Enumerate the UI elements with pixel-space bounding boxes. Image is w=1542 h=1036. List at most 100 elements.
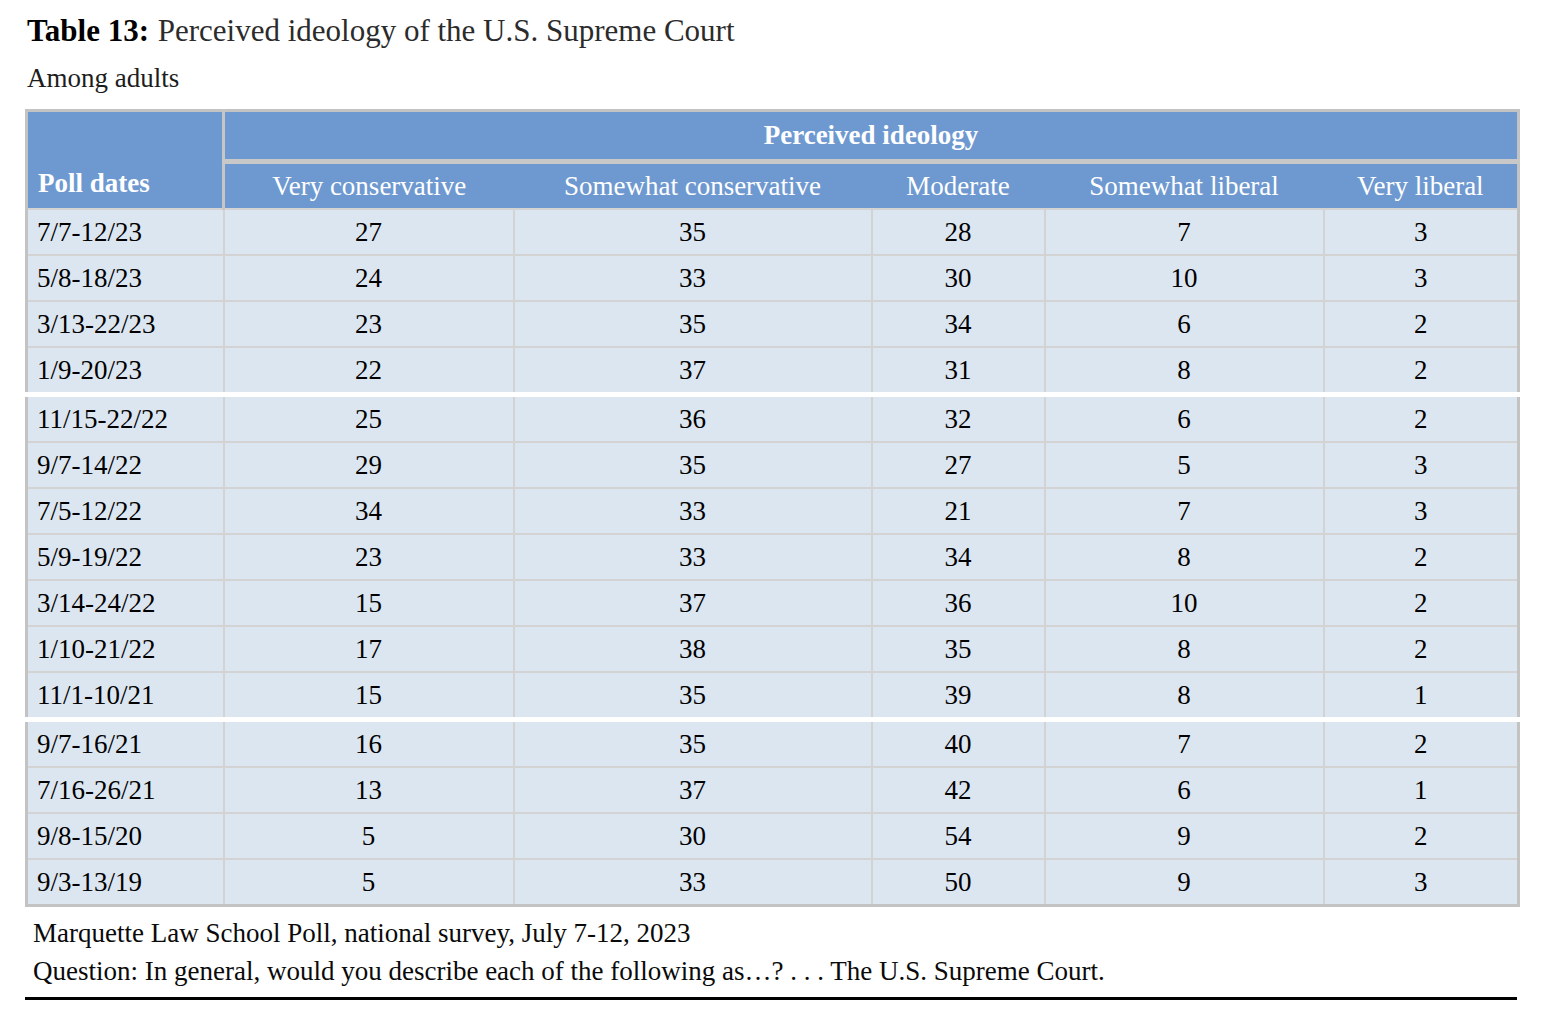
value-cell: 17 (224, 626, 514, 672)
value-cell: 39 (872, 672, 1045, 720)
poll-date-cell: 1/9-20/23 (27, 347, 224, 395)
value-cell: 6 (1045, 395, 1324, 443)
table-subtitle: Among adults (27, 62, 1517, 94)
value-cell: 10 (1045, 580, 1324, 626)
value-cell: 5 (224, 813, 514, 859)
poll-results-table: Poll dates Perceived ideology Very conse… (25, 109, 1520, 907)
group-header-row: Poll dates Perceived ideology (27, 111, 1519, 162)
value-cell: 3 (1324, 255, 1519, 301)
value-cell: 2 (1324, 813, 1519, 859)
value-cell: 42 (872, 767, 1045, 813)
column-header-very-conservative: Very conservative (224, 162, 514, 210)
value-cell: 1 (1324, 767, 1519, 813)
table-row: 7/7-12/2327352873 (27, 209, 1519, 255)
poll-date-cell: 5/9-19/22 (27, 534, 224, 580)
table-title-text: Perceived ideology of the U.S. Supreme C… (158, 13, 735, 48)
value-cell: 2 (1324, 301, 1519, 347)
value-cell: 36 (514, 395, 872, 443)
poll-dates-header: Poll dates (27, 111, 224, 210)
value-cell: 37 (514, 347, 872, 395)
value-cell: 35 (872, 626, 1045, 672)
value-cell: 2 (1324, 580, 1519, 626)
value-cell: 34 (872, 534, 1045, 580)
value-cell: 1 (1324, 672, 1519, 720)
value-cell: 23 (224, 301, 514, 347)
table-row: 1/9-20/2322373182 (27, 347, 1519, 395)
column-header-very-liberal: Very liberal (1324, 162, 1519, 210)
poll-date-cell: 3/13-22/23 (27, 301, 224, 347)
value-cell: 35 (514, 209, 872, 255)
poll-date-cell: 5/8-18/23 (27, 255, 224, 301)
value-cell: 31 (872, 347, 1045, 395)
column-header-somewhat-conservative: Somewhat conservative (514, 162, 872, 210)
value-cell: 2 (1324, 534, 1519, 580)
value-cell: 21 (872, 488, 1045, 534)
value-cell: 2 (1324, 626, 1519, 672)
value-cell: 6 (1045, 301, 1324, 347)
value-cell: 2 (1324, 395, 1519, 443)
poll-date-cell: 11/15-22/22 (27, 395, 224, 443)
column-header-row: Very conservative Somewhat conservative … (27, 162, 1519, 210)
page-title: Table 13:Perceived ideology of the U.S. … (27, 12, 1517, 50)
value-cell: 9 (1045, 813, 1324, 859)
poll-date-cell: 3/14-24/22 (27, 580, 224, 626)
value-cell: 22 (224, 347, 514, 395)
poll-date-cell: 7/16-26/21 (27, 767, 224, 813)
value-cell: 54 (872, 813, 1045, 859)
value-cell: 3 (1324, 209, 1519, 255)
value-cell: 3 (1324, 488, 1519, 534)
value-cell: 2 (1324, 347, 1519, 395)
value-cell: 6 (1045, 767, 1324, 813)
poll-date-cell: 9/7-16/21 (27, 720, 224, 768)
table-row: 11/15-22/2225363262 (27, 395, 1519, 443)
source-note: Marquette Law School Poll, national surv… (33, 914, 1517, 952)
value-cell: 35 (514, 442, 872, 488)
value-cell: 37 (514, 767, 872, 813)
value-cell: 10 (1045, 255, 1324, 301)
value-cell: 32 (872, 395, 1045, 443)
poll-date-cell: 9/7-14/22 (27, 442, 224, 488)
table-row: 9/7-14/2229352753 (27, 442, 1519, 488)
column-header-somewhat-liberal: Somewhat liberal (1045, 162, 1324, 210)
value-cell: 40 (872, 720, 1045, 768)
value-cell: 27 (872, 442, 1045, 488)
value-cell: 27 (224, 209, 514, 255)
value-cell: 5 (1045, 442, 1324, 488)
value-cell: 8 (1045, 672, 1324, 720)
value-cell: 3 (1324, 442, 1519, 488)
value-cell: 34 (224, 488, 514, 534)
value-cell: 5 (224, 859, 514, 906)
perceived-ideology-header: Perceived ideology (224, 111, 1519, 162)
table-body: 7/7-12/23273528735/8-18/232433301033/13-… (27, 209, 1519, 906)
table-row: 3/13-22/2323353462 (27, 301, 1519, 347)
value-cell: 37 (514, 580, 872, 626)
value-cell: 30 (514, 813, 872, 859)
value-cell: 16 (224, 720, 514, 768)
value-cell: 7 (1045, 488, 1324, 534)
value-cell: 28 (872, 209, 1045, 255)
table-row: 9/3-13/195335093 (27, 859, 1519, 906)
table-row: 7/16-26/2113374261 (27, 767, 1519, 813)
table-row: 9/7-16/2116354072 (27, 720, 1519, 768)
table-header: Poll dates Perceived ideology Very conse… (27, 111, 1519, 210)
value-cell: 50 (872, 859, 1045, 906)
value-cell: 33 (514, 859, 872, 906)
value-cell: 13 (224, 767, 514, 813)
value-cell: 35 (514, 301, 872, 347)
value-cell: 30 (872, 255, 1045, 301)
value-cell: 35 (514, 720, 872, 768)
table-row: 1/10-21/2217383582 (27, 626, 1519, 672)
poll-date-cell: 1/10-21/22 (27, 626, 224, 672)
value-cell: 25 (224, 395, 514, 443)
bottom-rule (25, 997, 1517, 1000)
value-cell: 33 (514, 255, 872, 301)
value-cell: 38 (514, 626, 872, 672)
value-cell: 8 (1045, 534, 1324, 580)
table-row: 11/1-10/2115353981 (27, 672, 1519, 720)
poll-date-cell: 9/8-15/20 (27, 813, 224, 859)
value-cell: 24 (224, 255, 514, 301)
table-footer: Marquette Law School Poll, national surv… (33, 914, 1517, 990)
table-row: 7/5-12/2234332173 (27, 488, 1519, 534)
poll-date-cell: 7/7-12/23 (27, 209, 224, 255)
value-cell: 7 (1045, 209, 1324, 255)
